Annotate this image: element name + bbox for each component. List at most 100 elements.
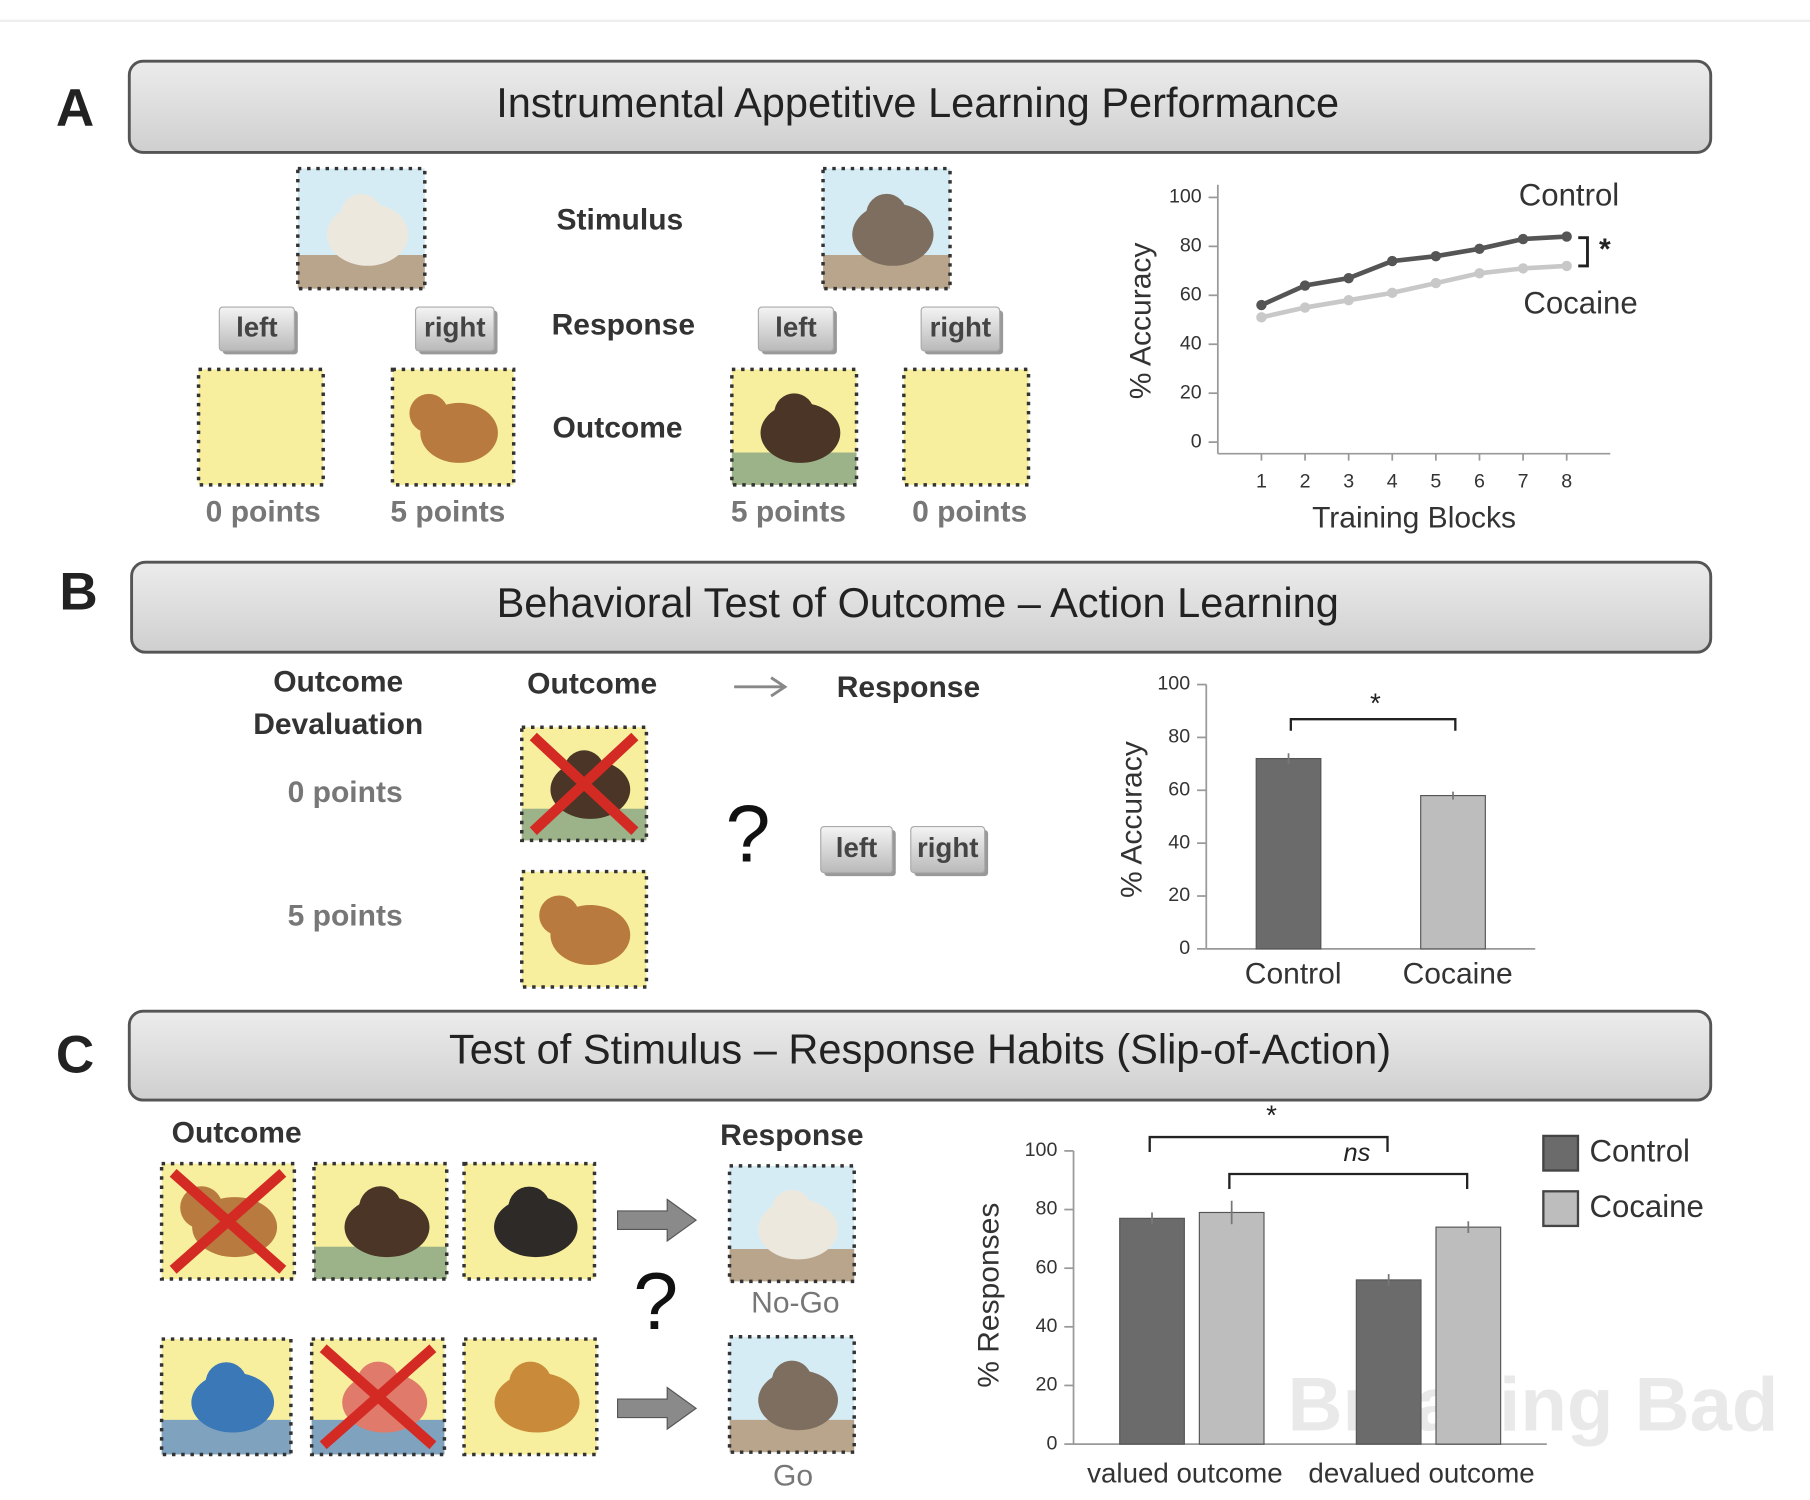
panel-title: Behavioral Test of Outcome – Action Lear… [497,579,1339,626]
button-label: right [917,832,979,863]
animal-head [866,193,907,235]
column-label: Response [837,671,980,704]
animal-head [180,1186,223,1229]
button [218,306,295,352]
significance-bracket [1289,718,1457,731]
points-label: 0 points [206,496,321,529]
bar [1198,1211,1265,1445]
series-line [1260,263,1567,320]
panel-header [127,1009,1713,1102]
data-point [1387,255,1398,267]
panel-title: Instrumental Appetitive Learning Perform… [496,79,1339,126]
picture-frame [520,725,649,843]
row-label: Outcome [553,411,683,444]
arrow-head [770,676,788,698]
significance-bracket [1578,236,1589,268]
y-tick-label: 60 [1168,778,1190,800]
x-tick-label: 8 [1561,471,1572,493]
data-point [1256,299,1267,311]
block-arrow [616,1386,698,1431]
column-label: Outcome [273,665,403,698]
y-tick-label: 40 [1168,831,1190,853]
x-tick-label: 1 [1256,471,1267,493]
button-label: left [236,311,278,342]
block-arrow [616,1198,698,1243]
animal-head [774,393,815,434]
significance-label: * [1266,1100,1277,1131]
y-tick-label: 100 [1157,673,1190,695]
y-tick-label: 20 [1180,381,1202,403]
bar [1435,1226,1502,1445]
button [820,825,893,874]
button [414,306,495,352]
data-point [1561,231,1572,242]
picture-frame [390,367,516,487]
y-tick-label: 80 [1180,235,1202,257]
points-label: 5 points [288,900,403,933]
picture-frame [462,1337,599,1457]
response-label: Go [773,1460,813,1493]
animal-head [509,1361,552,1405]
picture-frame [462,1161,597,1281]
animal-head [771,1360,812,1401]
picture-frame [312,1161,449,1281]
animal-head [359,1186,402,1229]
y-tick-label: 0 [1179,937,1190,959]
panel-header [127,59,1713,154]
bar [1420,794,1486,950]
button [920,306,1001,352]
x-tick-label: 7 [1518,471,1529,493]
panel-header [130,560,1713,654]
series-label: Cocaine [1523,285,1637,320]
bar [1255,757,1322,950]
button-label: right [930,311,992,342]
series-label: Control [1519,178,1619,213]
picture-frame [821,166,952,291]
y-tick-label: 0 [1046,1432,1057,1454]
series-line [1260,234,1567,308]
response-label: No-Go [751,1286,839,1319]
legend-label: Cocaine [1590,1189,1704,1224]
legend-swatch [1542,1134,1580,1172]
points-label: 0 points [288,776,403,809]
y-tick-label: 20 [1036,1374,1058,1396]
y-tick-label: 100 [1025,1139,1058,1161]
y-tick-label: 80 [1168,726,1190,748]
bar [1119,1217,1185,1445]
y-tick-label: 60 [1180,283,1202,305]
x-tick-label: Cocaine [1403,957,1513,990]
x-tick-label: valued outcome [1087,1458,1282,1489]
button [910,825,986,874]
data-point [1474,268,1485,279]
y-tick-label: 40 [1036,1315,1058,1337]
x-tick-label: 5 [1430,471,1441,493]
button-label: left [836,832,878,863]
animal-head [409,393,449,433]
animal-head [340,193,382,235]
significance-label: * [1599,233,1611,266]
y-tick-label: 0 [1191,430,1202,452]
bar [1355,1279,1422,1445]
x-tick-label: 6 [1474,471,1485,493]
points-label: 5 points [390,496,505,529]
data-point [1561,260,1572,272]
y-tick-label: 80 [1036,1198,1058,1220]
cross [169,1168,287,1274]
button-label: right [424,311,486,342]
data-point [1517,263,1529,274]
significance-label: * [1370,688,1381,719]
x-tick-label: 2 [1300,471,1311,493]
button-label: left [775,311,817,342]
x-axis-label: Training Blocks [1312,501,1516,534]
data-point [1299,280,1311,291]
data-point [1256,312,1267,323]
animal-head [539,895,580,936]
panel-label: B [59,563,97,622]
y-tick-label: 40 [1180,332,1202,354]
picture-frame [159,1337,293,1457]
cross [529,732,639,835]
data-point [1299,302,1311,313]
legend-label: Control [1590,1133,1690,1168]
